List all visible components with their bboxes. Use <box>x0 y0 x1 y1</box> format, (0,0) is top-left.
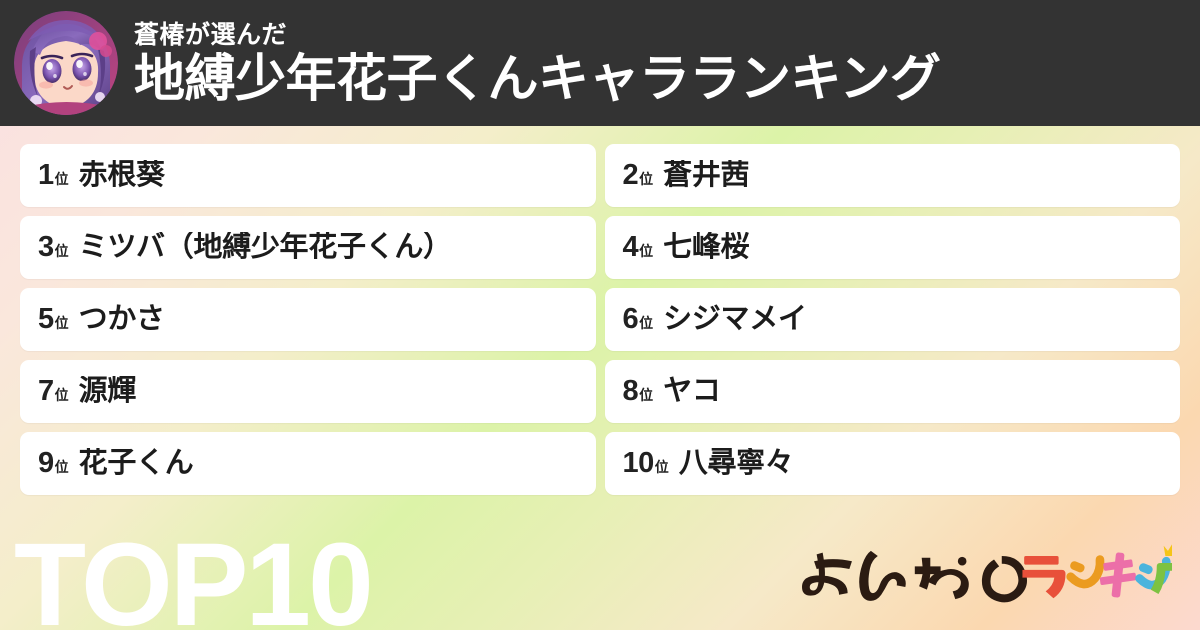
avatar <box>14 11 118 115</box>
rank-name: 花子くん <box>78 447 194 479</box>
rank-item-5[interactable]: 5 位 つかさ <box>20 288 596 351</box>
page-title: 地縛少年花子くんキャラランキング <box>134 50 941 107</box>
rank-item-7[interactable]: 7 位 源輝 <box>20 360 596 423</box>
rank-name: シジマメイ <box>663 303 807 335</box>
rank-unit: 位 <box>54 459 69 475</box>
top10-label: TOP10 <box>14 519 374 630</box>
rank-name: 蒼井茜 <box>663 159 750 191</box>
rank-number-group: 2 位 <box>623 161 654 190</box>
rank-item-3[interactable]: 3 位 ミツバ（地縛少年花子くん） <box>20 216 596 279</box>
rank-number: 2 <box>622 159 639 191</box>
rank-unit: 位 <box>54 243 69 259</box>
header-bar: 蒼椿が選んだ 地縛少年花子くんキャラランキング <box>0 0 1200 126</box>
rank-number: 7 <box>38 375 54 407</box>
rank-name: 八尋寧々 <box>678 447 794 479</box>
rank-name: ヤコ <box>663 375 721 407</box>
rank-number: 5 <box>38 303 54 335</box>
rank-unit: 位 <box>639 387 654 403</box>
rank-unit: 位 <box>654 459 669 475</box>
rank-item-10[interactable]: 10 位 八尋寧々 <box>604 432 1180 495</box>
rank-name: 赤根葵 <box>78 159 165 191</box>
rank-number: 9 <box>38 447 54 479</box>
rank-number-group: 1 位 <box>38 161 69 190</box>
rank-item-4[interactable]: 4 位 七峰桜 <box>604 216 1180 279</box>
rank-number: 1 <box>38 159 54 191</box>
rank-unit: 位 <box>54 171 69 187</box>
rank-unit: 位 <box>639 315 654 331</box>
rank-name: 源輝 <box>78 375 137 407</box>
rank-name: つかさ <box>78 303 165 335</box>
rank-number-group: 9 位 <box>38 449 69 478</box>
rank-unit: 位 <box>639 243 654 259</box>
rank-unit: 位 <box>54 315 69 331</box>
rank-item-8[interactable]: 8 位 ヤコ <box>604 360 1180 423</box>
rank-number-group: 6 位 <box>623 305 654 334</box>
header-subtitle: 蒼椿が選んだ <box>134 20 288 49</box>
rank-unit: 位 <box>54 387 69 403</box>
ranking-area: 1 位 赤根葵 2 位 蒼井茜 3 位 ミツバ（地縛少年花子くん） <box>0 126 1200 496</box>
rank-item-1[interactable]: 1 位 赤根葵 <box>20 144 596 207</box>
header-text: 蒼椿が選んだ 地縛少年花子くんキャラランキング <box>134 20 941 107</box>
rank-number: 3 <box>38 231 54 263</box>
minna-no-ranking-logo <box>801 544 1172 606</box>
rank-number: 10 <box>622 447 655 479</box>
rank-item-9[interactable]: 9 位 花子くん <box>20 432 596 495</box>
rank-number: 4 <box>622 231 639 263</box>
rank-item-6[interactable]: 6 位 シジマメイ <box>604 288 1180 351</box>
rank-unit: 位 <box>639 171 654 187</box>
rank-number-group: 5 位 <box>38 305 69 334</box>
rank-number-group: 7 位 <box>38 377 69 406</box>
ranking-grid: 1 位 赤根葵 2 位 蒼井茜 3 位 ミツバ（地縛少年花子くん） <box>20 144 1180 495</box>
rank-number: 6 <box>622 303 639 335</box>
rank-name: 七峰桜 <box>663 231 750 263</box>
rank-number-group: 8 位 <box>623 377 654 406</box>
rank-number-group: 10 位 <box>623 449 669 478</box>
rank-item-2[interactable]: 2 位 蒼井茜 <box>604 144 1180 207</box>
rank-number: 8 <box>622 375 639 407</box>
rank-name: ミツバ（地縛少年花子くん） <box>78 231 452 263</box>
footer: TOP10 <box>0 496 1200 630</box>
rank-number-group: 3 位 <box>38 233 69 262</box>
rank-number-group: 4 位 <box>623 233 654 262</box>
